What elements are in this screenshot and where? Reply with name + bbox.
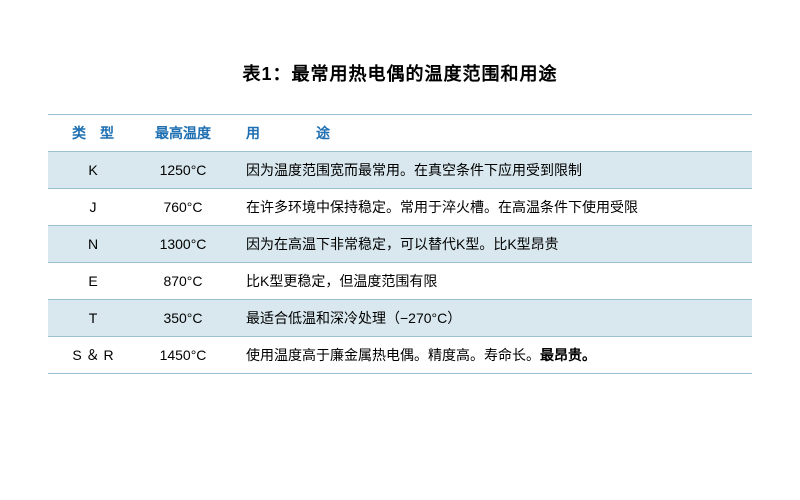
col-header-use-right: 途 [316, 125, 330, 141]
table-row: N1300°C 因为在高温下非常稳定，可以替代K型。比K型昂贵 [48, 226, 752, 263]
table-row: K1250°C 因为温度范围宽而最常用。在真空条件下应用受到限制 [48, 152, 752, 189]
cell-maxtemp: 1250°C [138, 152, 228, 189]
cell-use: 使用温度高于廉金属热电偶。精度高。寿命长。最昂贵。 [228, 337, 752, 374]
cell-maxtemp: 1300°C [138, 226, 228, 263]
cell-use-text: 比K型更稳定，但温度范围有限 [246, 273, 437, 289]
cell-use-text: 最适合低温和深冷处理（−270°C） [246, 310, 461, 326]
cell-use: 比K型更稳定，但温度范围有限 [228, 263, 752, 300]
table-row: J760°C 在许多环境中保持稳定。常用于淬火槽。在高温条件下使用受限 [48, 189, 752, 226]
cell-type: J [48, 189, 138, 226]
page: 表1：最常用热电偶的温度范围和用途 类 型 最高温度 用途 K1250°C因为温… [0, 0, 800, 414]
cell-type: T [48, 300, 138, 337]
col-header-use: 用途 [228, 115, 752, 152]
table-row: T350°C 最适合低温和深冷处理（−270°C） [48, 300, 752, 337]
cell-use-text: 在许多环境中保持稳定。常用于淬火槽。在高温条件下使用受限 [246, 199, 638, 215]
col-header-maxtemp: 最高温度 [138, 115, 228, 152]
cell-use: 因为温度范围宽而最常用。在真空条件下应用受到限制 [228, 152, 752, 189]
table-row: E870°C 比K型更稳定，但温度范围有限 [48, 263, 752, 300]
col-header-use-left: 用 [246, 125, 260, 141]
thermocouple-table: 类 型 最高温度 用途 K1250°C因为温度范围宽而最常用。在真空条件下应用受… [48, 114, 752, 374]
table-row: S ＆ R1450°C使用温度高于廉金属热电偶。精度高。寿命长。最昂贵。 [48, 337, 752, 374]
cell-type: E [48, 263, 138, 300]
cell-use: 最适合低温和深冷处理（−270°C） [228, 300, 752, 337]
cell-use: 在许多环境中保持稳定。常用于淬火槽。在高温条件下使用受限 [228, 189, 752, 226]
cell-use-text: 因为在高温下非常稳定，可以替代K型。比K型昂贵 [246, 236, 559, 252]
cell-maxtemp: 870°C [138, 263, 228, 300]
cell-use-text: 使用温度高于廉金属热电偶。精度高。寿命长。 [246, 347, 540, 363]
cell-maxtemp: 760°C [138, 189, 228, 226]
cell-maxtemp: 350°C [138, 300, 228, 337]
cell-use-text: 因为温度范围宽而最常用。在真空条件下应用受到限制 [246, 162, 582, 178]
cell-type: S ＆ R [48, 337, 138, 374]
cell-type: K [48, 152, 138, 189]
table-header-row: 类 型 最高温度 用途 [48, 115, 752, 152]
col-header-type: 类 型 [48, 115, 138, 152]
cell-type: N [48, 226, 138, 263]
cell-maxtemp: 1450°C [138, 337, 228, 374]
table-title: 表1：最常用热电偶的温度范围和用途 [48, 60, 752, 86]
cell-use: 因为在高温下非常稳定，可以替代K型。比K型昂贵 [228, 226, 752, 263]
cell-use-emphasis: 最昂贵。 [540, 347, 596, 363]
